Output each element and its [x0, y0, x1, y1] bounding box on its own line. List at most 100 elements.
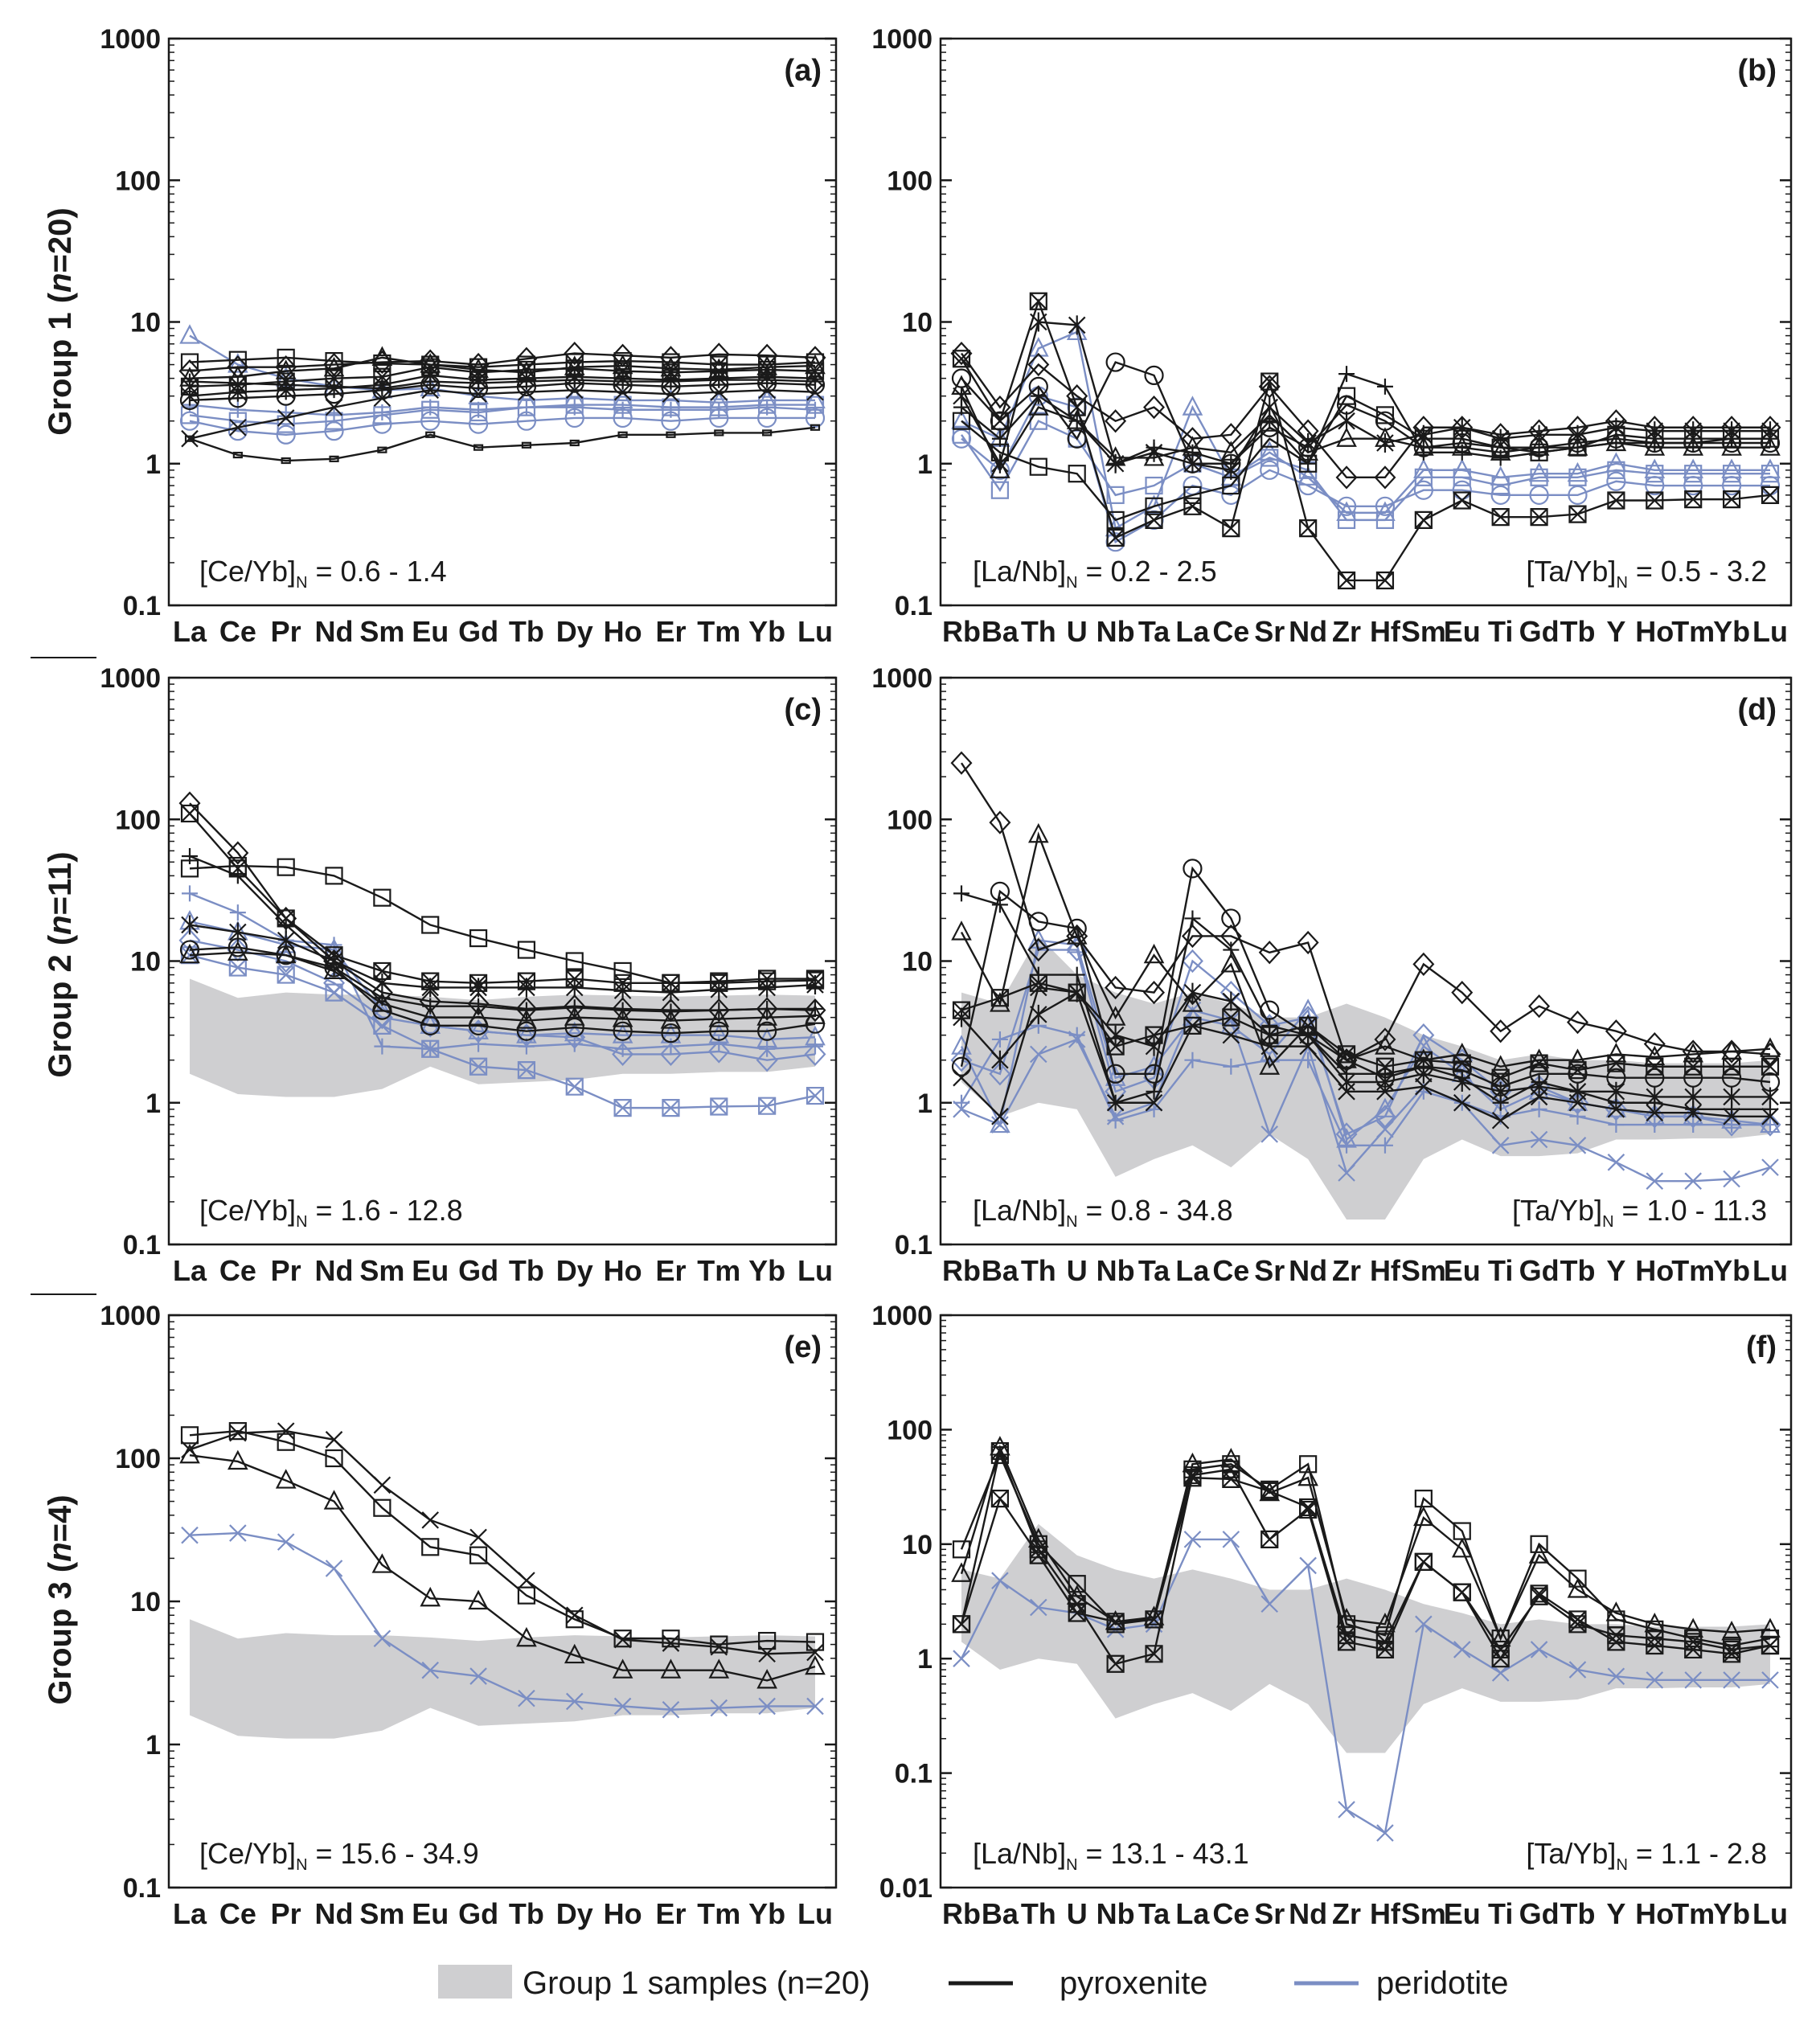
data-point — [182, 885, 198, 902]
data-point — [1530, 1054, 1548, 1072]
data-point — [1643, 1031, 1666, 1056]
group-3-label: Group 3 (n=4) — [43, 1494, 78, 1704]
data-point — [1762, 1101, 1778, 1117]
data-point — [1644, 436, 1666, 456]
data-point — [1412, 952, 1435, 977]
x-tick-label: Tb — [1560, 1897, 1595, 1930]
data-point — [1491, 1640, 1510, 1659]
data-point — [184, 435, 195, 442]
data-point — [277, 858, 295, 876]
data-point — [1375, 1097, 1396, 1117]
data-point — [277, 1433, 295, 1451]
data-point — [1644, 1105, 1666, 1125]
data-point — [1260, 1595, 1279, 1613]
x-tick-label: Tb — [509, 615, 544, 648]
series-pyx-e2 — [181, 1422, 824, 1663]
data-point — [1221, 453, 1241, 474]
data-point — [1181, 427, 1203, 451]
x-tick-label: Eu — [412, 1254, 449, 1287]
data-point — [1607, 1626, 1625, 1645]
data-point — [1569, 1108, 1586, 1125]
series-line — [961, 982, 1770, 1079]
x-tick-label: Rb — [942, 1897, 981, 1930]
data-point — [1568, 1061, 1587, 1080]
x-tick-label: Dy — [556, 615, 593, 648]
series-line — [189, 1429, 816, 1655]
data-point — [757, 1021, 777, 1041]
legend-pyroxenite-label: pyroxenite — [1060, 1966, 1208, 2001]
x-tick-label: Lu — [1752, 1254, 1788, 1287]
data-point — [613, 383, 632, 401]
data-point — [373, 389, 391, 408]
data-point — [1376, 1824, 1394, 1842]
data-point — [473, 444, 484, 451]
data-point — [804, 998, 826, 1023]
series-line — [960, 939, 1771, 1142]
data-point — [421, 978, 440, 998]
data-point — [804, 1042, 826, 1067]
data-point — [469, 1546, 488, 1564]
y-tick-label: 1 — [146, 449, 161, 480]
data-point — [1297, 930, 1319, 955]
data-point — [662, 1700, 680, 1719]
x-tick-label: Eu — [412, 615, 449, 648]
data-point — [1684, 1671, 1702, 1689]
data-point — [991, 1050, 1009, 1070]
data-point — [662, 1634, 680, 1652]
data-point — [277, 916, 294, 933]
data-point — [1413, 436, 1434, 456]
data-point — [1027, 352, 1050, 377]
data-point — [953, 1101, 970, 1118]
x-tick-label: Hf — [1370, 615, 1401, 648]
data-point — [1451, 980, 1474, 1005]
data-point — [807, 1038, 823, 1055]
data-point — [325, 1431, 343, 1449]
data-point — [1375, 1612, 1396, 1633]
panel-label: (e) — [785, 1330, 822, 1364]
x-tick-label: Nb — [1097, 1254, 1135, 1287]
data-point — [518, 1572, 535, 1589]
data-point — [565, 978, 584, 998]
data-point — [374, 380, 391, 397]
y-tick-label: 100 — [115, 166, 161, 196]
data-point — [1530, 1088, 1548, 1106]
data-point — [1531, 1101, 1547, 1117]
legend: Group 1 samples (n=20) pyroxenite perido… — [438, 1965, 1509, 2001]
data-point — [617, 431, 628, 438]
data-point — [1413, 1506, 1434, 1527]
data-point — [1299, 519, 1318, 538]
plot-frame — [167, 37, 838, 607]
ratio-annotation-2: [Ta/Yb]N = 0.5 - 3.2 — [1526, 555, 1767, 592]
data-point — [1567, 1578, 1588, 1598]
x-tick-label: Ho — [1635, 1897, 1674, 1930]
data-point — [1222, 519, 1240, 538]
data-point — [1258, 941, 1281, 965]
data-point — [991, 896, 1008, 913]
data-point — [515, 997, 538, 1021]
ratio-annotation-2: [Ta/Yb]N = 1.1 - 2.8 — [1526, 1837, 1767, 1874]
data-point — [182, 848, 198, 865]
ratio-annotation-2: [Ta/Yb]N = 1.0 - 11.3 — [1512, 1194, 1767, 1231]
data-point — [323, 1490, 345, 1510]
data-point — [323, 971, 346, 995]
x-tick-label: Tm — [1671, 1897, 1715, 1930]
data-point — [1259, 1481, 1281, 1502]
data-point — [1723, 490, 1741, 509]
data-point — [953, 1650, 970, 1667]
data-point — [1105, 352, 1125, 372]
x-tick-label: Hf — [1370, 1897, 1401, 1930]
panel-e: 0.1 1 10 100 1000 La Ce Pr Nd Sm Eu Gd Tb Dy Ho Er Tm Yb L… — [100, 1301, 838, 1930]
data-point — [805, 1654, 826, 1675]
data-point — [181, 1526, 199, 1544]
x-tick-label: Ce — [219, 1254, 256, 1287]
data-point — [1644, 1045, 1666, 1066]
series-line — [960, 831, 1771, 1068]
data-point — [1105, 409, 1127, 433]
y-tick-label: 0.1 — [895, 591, 933, 621]
data-point — [1568, 1569, 1587, 1588]
data-point — [1528, 1543, 1550, 1564]
data-point — [613, 1697, 632, 1716]
x-tick-label: Pr — [271, 615, 301, 648]
data-point — [422, 373, 439, 390]
data-point — [711, 1002, 728, 1019]
